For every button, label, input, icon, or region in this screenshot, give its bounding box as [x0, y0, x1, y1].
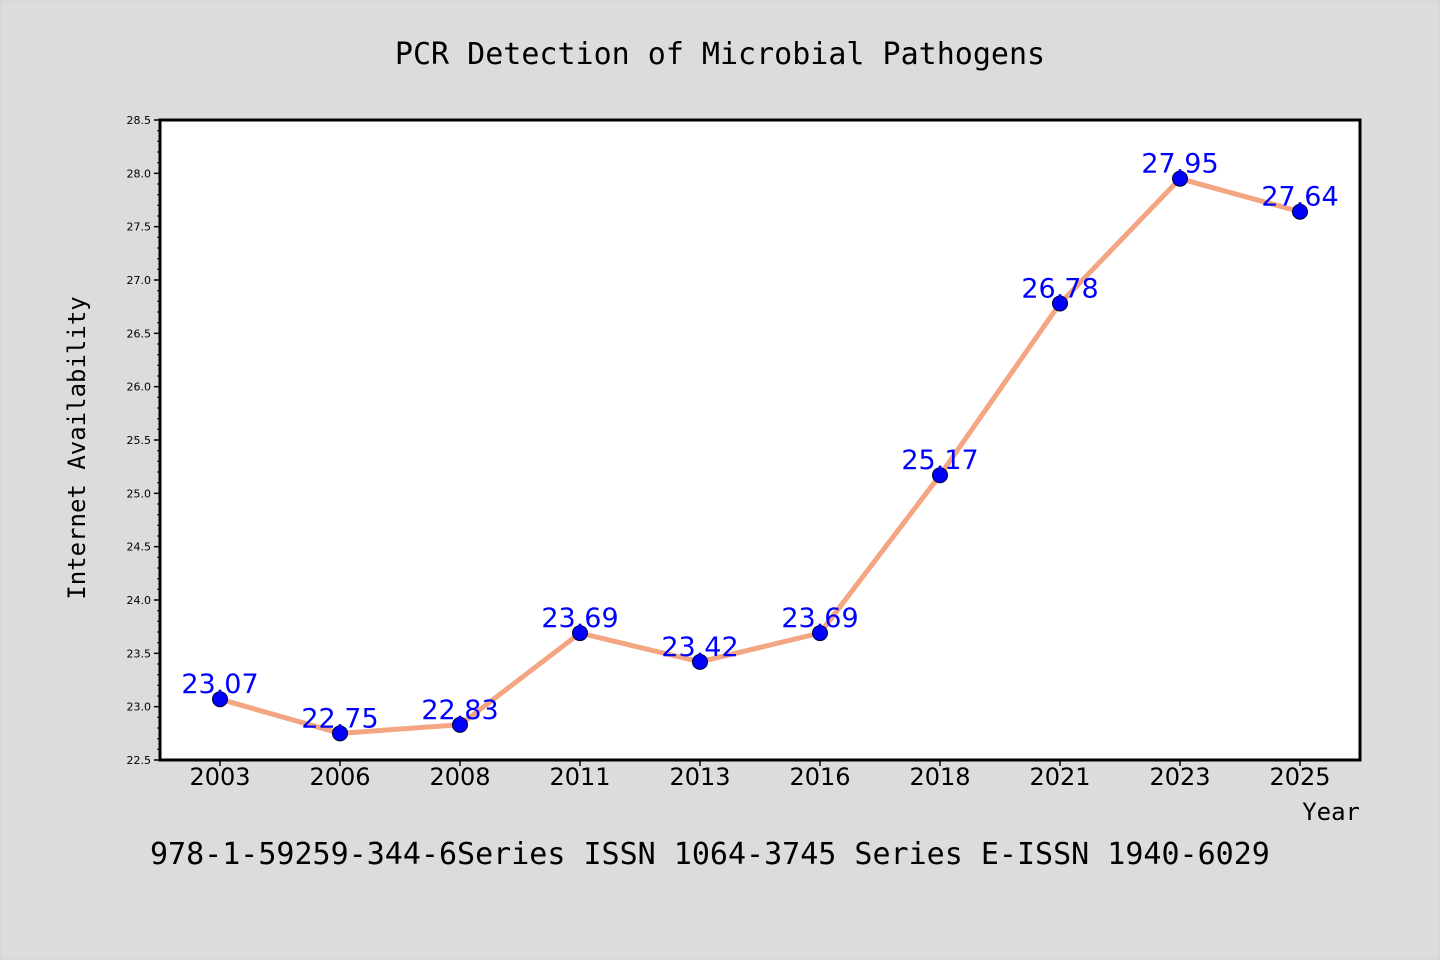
x-tick-label: 2018 [909, 763, 970, 791]
y-tick-label: 26.5 [127, 327, 152, 340]
y-axis-label: Internet Availability [63, 296, 91, 599]
y-tick-label: 22.5 [127, 754, 152, 767]
y-tick-label: 28.5 [127, 114, 152, 127]
series-line [217, 176, 1303, 736]
data-point [1052, 295, 1068, 312]
footer-isbn-issn: 978-1-59259-344-6Series ISSN 1064-3745 S… [150, 837, 1270, 872]
data-markers [212, 170, 1308, 742]
data-point [692, 653, 708, 670]
x-tick-label: 2013 [669, 763, 730, 791]
x-axis-ticks: 2003 2006 2008 2011 2013 2016 2018 2021 2023 2025 [189, 760, 1331, 791]
data-label: 26.78 [1021, 273, 1098, 304]
x-tick-label: 2025 [1269, 763, 1330, 791]
x-tick-label: 2003 [189, 763, 250, 791]
data-label: 27.64 [1261, 182, 1338, 213]
data-point [1172, 170, 1188, 187]
x-axis-label: Year [1302, 798, 1360, 826]
data-label: 23.07 [181, 669, 258, 700]
x-tick-label: 2021 [1029, 763, 1090, 791]
y-tick-label: 25.5 [127, 434, 152, 447]
x-tick-label: 2006 [309, 763, 370, 791]
y-tick-label: 24.5 [127, 541, 152, 554]
data-point [212, 691, 228, 708]
data-point [452, 716, 468, 733]
x-tick-label: 2023 [1149, 763, 1210, 791]
y-tick-label: 25.0 [127, 487, 152, 500]
data-label: 25.17 [901, 445, 978, 476]
data-label: 22.83 [421, 695, 498, 726]
y-tick-label: 27.5 [127, 221, 152, 234]
data-label: 23.69 [781, 603, 858, 634]
chart-title: PCR Detection of Microbial Pathogens [395, 37, 1045, 72]
y-tick-label: 26.0 [127, 381, 152, 394]
y-tick-label: 23.5 [127, 647, 152, 660]
data-label: 27.95 [1141, 149, 1218, 180]
plot-area [158, 118, 1362, 762]
data-point [812, 625, 828, 642]
data-label: 23.69 [541, 603, 618, 634]
data-point [572, 625, 588, 642]
data-label: 22.75 [301, 703, 378, 734]
data-point [1292, 203, 1308, 220]
y-tick-label: 24.0 [127, 594, 152, 607]
data-point [932, 467, 948, 484]
x-tick-label: 2011 [549, 763, 610, 791]
y-tick-label: 23.0 [127, 701, 152, 714]
x-tick-label: 2016 [789, 763, 850, 791]
x-tick-label: 2008 [429, 763, 490, 791]
y-tick-label: 28.0 [127, 167, 152, 180]
data-point [332, 725, 348, 742]
y-axis-ticks: 22.5 23.0 23.5 24.0 24.5 25.0 25.5 26.0 26.5 27.0… [127, 114, 160, 767]
data-label: 23.42 [661, 632, 738, 663]
y-tick-label: 27.0 [127, 274, 152, 287]
data-labels: 23.07 22.75 22.83 23.69 23.42 23.69 25.17 26.78… [181, 149, 1338, 735]
